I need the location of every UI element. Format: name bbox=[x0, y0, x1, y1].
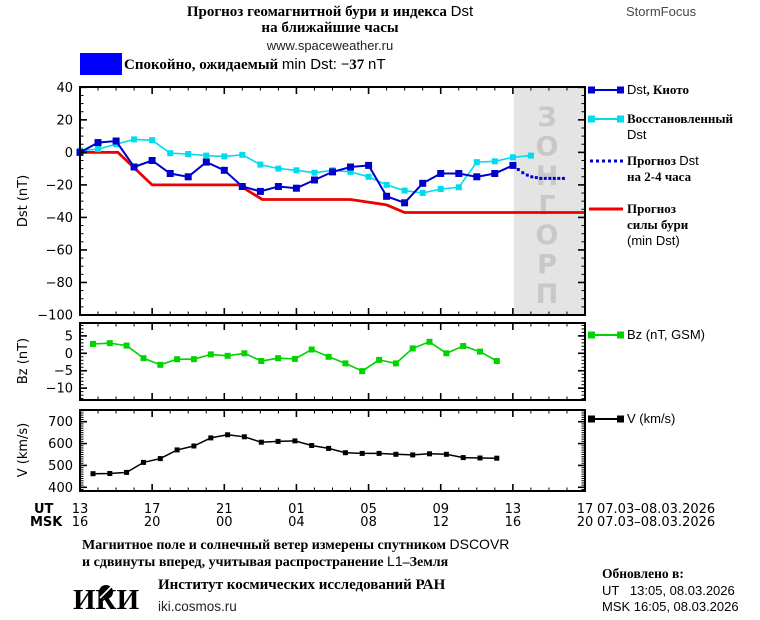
legend-entry-0-marker bbox=[588, 82, 624, 102]
legend-entry-bz-label: Bz (nT, GSM) bbox=[627, 327, 706, 342]
ut-tick-label: 01 bbox=[288, 502, 305, 517]
panel-v: 700 600 500 400 bbox=[48, 409, 586, 496]
institute-name: Институт космических исследований РАН bbox=[158, 577, 446, 593]
bz-ytick-label: −5 bbox=[54, 364, 73, 379]
bz-ytick-label: 0 bbox=[65, 347, 73, 362]
legend-entry-1-label: Восстановленный Dst bbox=[627, 111, 733, 142]
legend-entry-bz-marker bbox=[588, 327, 624, 347]
v-ytick-label: 600 bbox=[48, 437, 73, 452]
legend-entry-1: Восстановленный Dst bbox=[588, 111, 733, 143]
series bbox=[90, 338, 500, 375]
ut-tick-label: 13 bbox=[505, 502, 522, 517]
legend-entry-3-label: Прогноз силы бури (min Dst) bbox=[627, 201, 689, 248]
msk-tick-label: 00 bbox=[216, 515, 233, 530]
forecast-watermark-letter: О bbox=[536, 220, 559, 251]
updated-label: Обновлено в: bbox=[602, 566, 684, 581]
ut-tick-label: 21 bbox=[216, 502, 233, 517]
ut-tick-label: 13 bbox=[72, 502, 89, 517]
dst-ytick-label: 40 bbox=[56, 81, 73, 96]
forecast-watermark-letter: Г bbox=[538, 191, 555, 222]
dst-ytick-label: −80 bbox=[46, 276, 73, 291]
iki-logo-slash bbox=[99, 585, 113, 599]
dst-ytick-label: −100 bbox=[37, 309, 73, 324]
forecast-watermark-letter: П bbox=[536, 279, 559, 310]
storm-status-text: Спокойно, ожидаемый min Dst: −37 nT bbox=[124, 56, 386, 73]
legend-entry-bz: Bz (nT, GSM) bbox=[588, 327, 705, 347]
v-axis-label: V (km/s) bbox=[16, 422, 31, 478]
dst-ytick-label: −60 bbox=[46, 243, 73, 258]
ut-row-label: UT bbox=[34, 502, 54, 517]
site-url: www.spaceweather.ru bbox=[266, 38, 394, 53]
legend-entry-0-label: Dst, Киото bbox=[627, 82, 689, 97]
msk-tick-label: 20 bbox=[144, 515, 161, 530]
institute-site: iki.cosmos.ru bbox=[158, 599, 237, 614]
legend-entry-2-marker bbox=[588, 153, 624, 173]
updated-ut: UT 13:05, 08.03.2026 bbox=[602, 583, 735, 598]
legend-entry-v-marker bbox=[588, 411, 624, 431]
series bbox=[90, 432, 500, 477]
dst-ytick-label: −40 bbox=[46, 211, 73, 226]
msk-tick-label: 16 bbox=[505, 515, 522, 530]
forecast-watermark-letter: Р bbox=[537, 250, 557, 281]
storm-level-swatch bbox=[80, 53, 122, 75]
footer-note-line1: Магнитное поле и солнечный ветер измерен… bbox=[82, 536, 510, 553]
ut-tick-label: 05 bbox=[360, 502, 377, 517]
legend-entry-2: Прогноз Dst на 2-4 часа bbox=[588, 153, 699, 185]
v-ytick-label: 400 bbox=[48, 481, 73, 496]
forecast-watermark-letter: З bbox=[537, 102, 556, 133]
dst-ytick-label: 20 bbox=[56, 113, 73, 128]
msk-tick-label: 04 bbox=[288, 515, 305, 530]
forecast-watermark-letter: Н bbox=[536, 161, 559, 192]
ut-tick-label: 17 bbox=[144, 502, 161, 517]
iki-logo-graphic: ИКИ bbox=[73, 584, 140, 616]
legend-entry-2-label: Прогноз Dst на 2-4 часа bbox=[627, 153, 699, 184]
series bbox=[516, 168, 565, 180]
bz-ytick-label: 5 bbox=[65, 329, 73, 344]
series bbox=[80, 150, 585, 214]
msk-row-label: MSK bbox=[30, 515, 63, 530]
dst-ytick-label: 0 bbox=[65, 146, 73, 161]
page-title: Прогноз геомагнитной бури и индекса Dst bbox=[186, 3, 474, 20]
dst-axis-label: Dst (nT) bbox=[16, 174, 31, 228]
msk-tick-label: 16 bbox=[72, 515, 89, 530]
legend-entry-3: Прогноз силы бури (min Dst) bbox=[588, 201, 688, 249]
msk-tick-label: 12 bbox=[432, 515, 449, 530]
brand-label: StormFocus bbox=[626, 4, 697, 19]
msk-tick-label: 08 bbox=[360, 515, 377, 530]
msk-tick-label: 20 bbox=[577, 515, 594, 530]
legend-entry-1-marker bbox=[588, 111, 624, 131]
footer-note-line2: и сдвинуты вперед, учитывая распростране… bbox=[82, 553, 449, 570]
msk-date-range: 07.03–08.03.2026 bbox=[597, 515, 715, 530]
updated-msk: MSK 16:05, 08.03.2026 bbox=[602, 599, 739, 614]
forecast-watermark-letter: О bbox=[536, 132, 559, 163]
v-ytick-label: 700 bbox=[48, 415, 73, 430]
ut-tick-label: 09 bbox=[432, 502, 449, 517]
page-subtitle: на ближайшие часы bbox=[261, 20, 399, 36]
dst-ytick-label: −20 bbox=[46, 178, 73, 193]
v-ytick-label: 500 bbox=[48, 459, 73, 474]
ut-date-range: 07.03–08.03.2026 bbox=[597, 502, 715, 517]
ut-tick-label: 17 bbox=[577, 502, 594, 517]
bz-axis-label: Bz (nT) bbox=[16, 337, 31, 385]
legend-entry-v: V (km/s) bbox=[588, 411, 675, 431]
series bbox=[77, 136, 534, 196]
panel-bz: 5 0 −5 −10 bbox=[46, 322, 586, 401]
iki-logo: ИКИ bbox=[73, 583, 141, 619]
bz-ytick-label: −10 bbox=[46, 382, 73, 397]
legend-entry-0: Dst, Киото bbox=[588, 82, 689, 102]
legend-entry-v-label: V (km/s) bbox=[627, 411, 676, 426]
legend-entry-3-marker bbox=[588, 201, 624, 221]
